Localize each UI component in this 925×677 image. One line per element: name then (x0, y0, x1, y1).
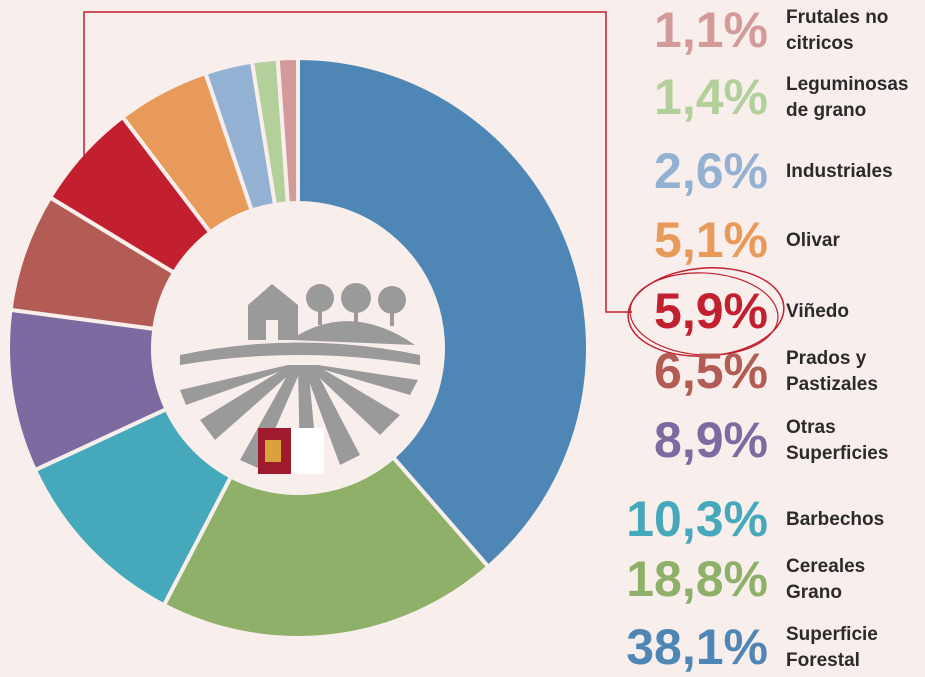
value-label: 8,9% (654, 412, 768, 468)
value-label: 2,6% (654, 143, 768, 199)
legend-entry: Otras Superficies (786, 411, 925, 471)
category-label: Frutales no citricos (786, 1, 925, 61)
value-label: 10,3% (626, 491, 768, 547)
category-label: Barbechos (786, 490, 925, 550)
category-label: Industriales (786, 142, 925, 202)
value-label: 1,1% (654, 2, 768, 58)
legend-entry: Barbechos (786, 490, 925, 550)
category-label: Superficie Forestal (786, 618, 925, 677)
legend-entry: Cereales Grano (786, 550, 925, 610)
category-label: Prados y Pastizales (786, 342, 925, 402)
legend-entry: Leguminosas de grano (786, 68, 925, 128)
legend-entry: Prados y Pastizales (786, 342, 925, 402)
page: 1,1% Frutales no citricos 1,4% Leguminosas … (0, 0, 925, 677)
value-label: 38,1% (626, 619, 768, 675)
legend-entry: Superficie Forestal (786, 618, 925, 677)
value-label: 5,1% (654, 212, 768, 268)
value-label: 6,5% (654, 343, 768, 399)
flag (258, 428, 324, 474)
value-label: 5,9% (654, 283, 768, 339)
category-label: Cereales Grano (786, 550, 925, 610)
legend-entry: Viñedo (786, 282, 925, 342)
value-label: 18,8% (626, 551, 768, 607)
chart: 1,1% Frutales no citricos 1,4% Leguminosas … (0, 0, 925, 677)
legend-entry: Frutales no citricos (786, 1, 925, 61)
category-label: Otras Superficies (786, 411, 925, 471)
legend-entry: Olivar (786, 211, 925, 271)
legend-entry: Industriales (786, 142, 925, 202)
category-label: Leguminosas de grano (786, 68, 925, 128)
category-label: Olivar (786, 211, 925, 271)
value-label: 1,4% (654, 69, 768, 125)
category-label: Viñedo (786, 282, 925, 342)
